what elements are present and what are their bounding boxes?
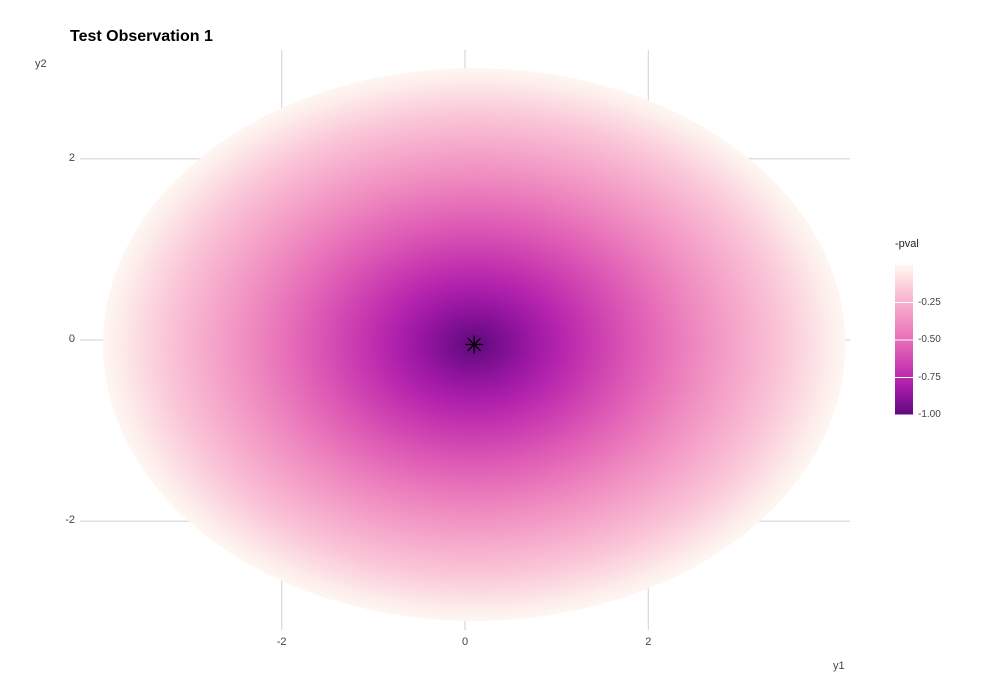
x-tick-label: 2 [633, 636, 663, 648]
y-axis-label: y2 [35, 58, 47, 70]
y-tick-label: 2 [45, 152, 75, 164]
legend-tick-label: -0.75 [918, 372, 941, 383]
y-tick-label: 0 [45, 333, 75, 345]
x-axis-label: y1 [833, 660, 845, 672]
y-tick-label: -2 [45, 514, 75, 526]
legend-title: -pval [895, 238, 919, 250]
plot-svg [0, 0, 1000, 679]
legend-tick-label: -0.25 [918, 297, 941, 308]
x-tick-label: 0 [450, 636, 480, 648]
colorbar-legend [895, 265, 913, 415]
x-tick-label: -2 [267, 636, 297, 648]
center-marker [465, 336, 483, 354]
legend-tick-label: -1.00 [918, 409, 941, 420]
chart-container: Test Observation 1 y1 y2 -pval -202-202 … [0, 0, 1000, 679]
legend-tick-label: -0.50 [918, 334, 941, 345]
